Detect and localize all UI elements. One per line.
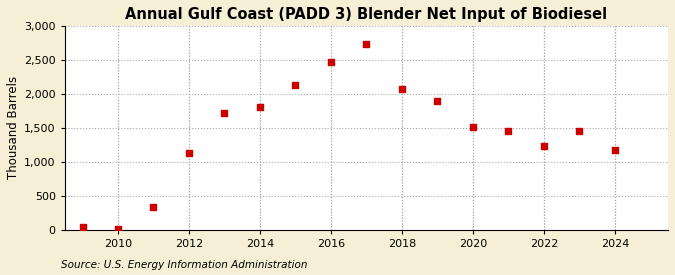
Point [77,225,88,229]
Point [610,148,620,152]
Point [325,60,336,64]
Point [432,98,443,103]
Text: Source: U.S. Energy Information Administration: Source: U.S. Energy Information Administ… [61,260,307,270]
Point [148,205,159,210]
Point [539,143,549,148]
Point [361,42,372,46]
Point [468,125,479,129]
Point [574,128,585,133]
Point [503,129,514,133]
Point [184,151,194,155]
Point [219,111,230,115]
Point [290,83,301,87]
Point [113,227,124,231]
Y-axis label: Thousand Barrels: Thousand Barrels [7,76,20,179]
Title: Annual Gulf Coast (PADD 3) Blender Net Input of Biodiesel: Annual Gulf Coast (PADD 3) Blender Net I… [126,7,608,22]
Point [254,105,265,110]
Point [396,87,407,91]
